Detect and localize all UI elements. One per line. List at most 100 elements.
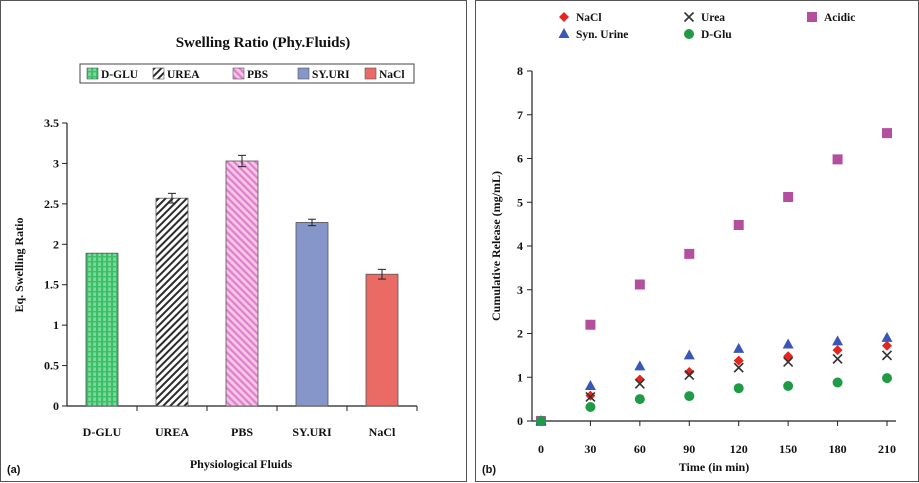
y-tick-label: 2 [53,237,59,251]
legend-marker-nacl [559,12,569,22]
x-tick-label: 0 [538,442,544,456]
point-urea-90 [684,369,695,381]
point-syn-urine-120 [733,342,745,353]
y-tick-label: 1 [53,318,59,332]
point-nacl-30 [585,390,596,401]
y-tick-label: 0 [517,414,523,428]
legend-swatch-urea [152,67,165,80]
legend-swatch-d-glu [86,67,99,80]
point-syn-urine-150 [782,338,794,349]
y-tick-label: 1 [517,370,523,384]
bar-urea [155,197,189,407]
cumulative-release-chart-panel: NaCl Urea Acidic Syn. Urine D-Glu 0 1 2 3 4 5 6 7 8 0 3… [475,0,919,482]
x-tick-label: 150 [779,442,797,456]
legend-label-syn-urine: Syn. Urine [576,29,628,41]
point-acidic-120 [733,220,744,230]
point-urea-210 [881,350,893,361]
legend-label-d-glu: D-Glu [701,29,732,41]
legend-label-urea: Urea [701,12,725,24]
y-tick-label: 2.5 [44,197,59,211]
point-acidic-30 [585,319,596,330]
point-syn-urine-90 [683,349,695,360]
y-tick-label: 5 [517,195,523,209]
point-d-glu-30 [585,402,596,412]
y-axis-title: Cumulative Release (mg/mL) [489,171,503,321]
legend-swatch-pbs [232,67,245,80]
x-tick-label: 90 [683,442,695,456]
point-urea-180 [832,353,843,364]
x-tick-label-pbs: PBS [231,425,253,439]
error-bar-urea [168,192,176,204]
legend-marker-d-glu [684,29,694,39]
point-acidic-150 [783,192,794,202]
error-bar-sy-uri [308,218,316,227]
bar-sy-uri [295,222,329,407]
legend-marker-syn-urine [558,28,570,38]
legend-label-acidic: Acidic [824,12,855,24]
y-tick-label: 4 [517,239,523,253]
y-tick-label: 6 [517,152,523,166]
error-bar-pbs [238,154,246,168]
point-d-glu-150 [783,381,794,391]
point-acidic-90 [684,248,695,259]
y-tick-label: 2 [517,327,523,341]
point-urea-60 [634,378,645,389]
x-tick-label-sy-uri: SY.URI [292,425,332,439]
panel-label: (a) [7,464,21,476]
point-acidic-60 [634,279,645,290]
error-bar-nacl [378,268,386,280]
point-nacl-120 [733,355,744,366]
point-d-glu-210 [882,373,892,384]
legend-label-urea: UREA [167,69,200,81]
x-axis-title: Time (in min) [679,460,749,474]
point-nacl-90 [684,367,695,377]
y-tick-label: 8 [517,64,523,78]
point-d-glu-60 [634,394,645,405]
y-tick-label: 3 [53,156,59,170]
point-nacl-180 [832,345,843,356]
x-tick-label: 30 [584,442,596,456]
legend-label-nacl: NaCl [379,69,405,81]
point-d-glu-180 [832,377,843,388]
x-tick-label: 210 [878,442,896,456]
point-d-glu-0 [536,416,546,426]
swelling-ratio-chart-panel: Swelling Ratio (Phy.Fluids) D-GLU UREA PBS S… [0,0,467,482]
cumulative-release-chart: NaCl Urea Acidic Syn. Urine D-Glu 0 1 2 3 4 5 6 7 8 0 3… [482,11,896,476]
legend-label-pbs: PBS [247,69,268,81]
point-urea-150 [783,356,794,368]
point-syn-urine-180 [832,335,844,346]
y-tick-label: 0.5 [44,359,59,373]
x-tick-label-nacl: NaCl [369,425,396,439]
swelling-ratio-chart: Swelling Ratio (Phy.Fluids) D-GLU UREA PBS S… [7,35,418,476]
x-tick-label: 60 [634,442,646,456]
chart-title: Swelling Ratio (Phy.Fluids) [176,35,351,51]
x-tick-label: 180 [829,442,847,456]
bar-d-glu [85,252,119,407]
legend-marker-urea [683,11,695,23]
legend-swatch-nacl [364,67,377,80]
point-urea-30 [585,391,596,403]
point-d-glu-90 [684,391,695,402]
point-syn-urine-30 [584,380,596,390]
x-tick-label-d-glu: D-GLU [83,425,122,439]
y-tick-label: 0 [53,399,59,413]
x-axis-title: Physiological Fluids [190,457,293,471]
point-d-glu-120 [733,383,744,394]
y-tick-label: 1.5 [44,278,59,292]
point-urea-120 [733,362,744,373]
legend-label-sy-uri: SY.URI [312,69,350,81]
point-acidic-180 [832,154,843,165]
legend-label-nacl: NaCl [576,12,602,24]
y-axis-title: Eq. Swelling Ratio [12,217,26,312]
legend-label-d-glu: D-GLU [101,69,139,81]
x-tick-label-urea: UREA [155,425,189,439]
point-syn-urine-60 [634,360,646,371]
point-syn-urine-210 [881,331,893,342]
point-acidic-210 [882,128,892,139]
y-tick-label: 3 [517,283,523,297]
legend-swatch-sy-uri [297,67,310,80]
bar-nacl [365,273,399,407]
point-nacl-150 [783,351,794,362]
panel-label: (b) [482,464,496,476]
point-nacl-210 [882,340,892,351]
